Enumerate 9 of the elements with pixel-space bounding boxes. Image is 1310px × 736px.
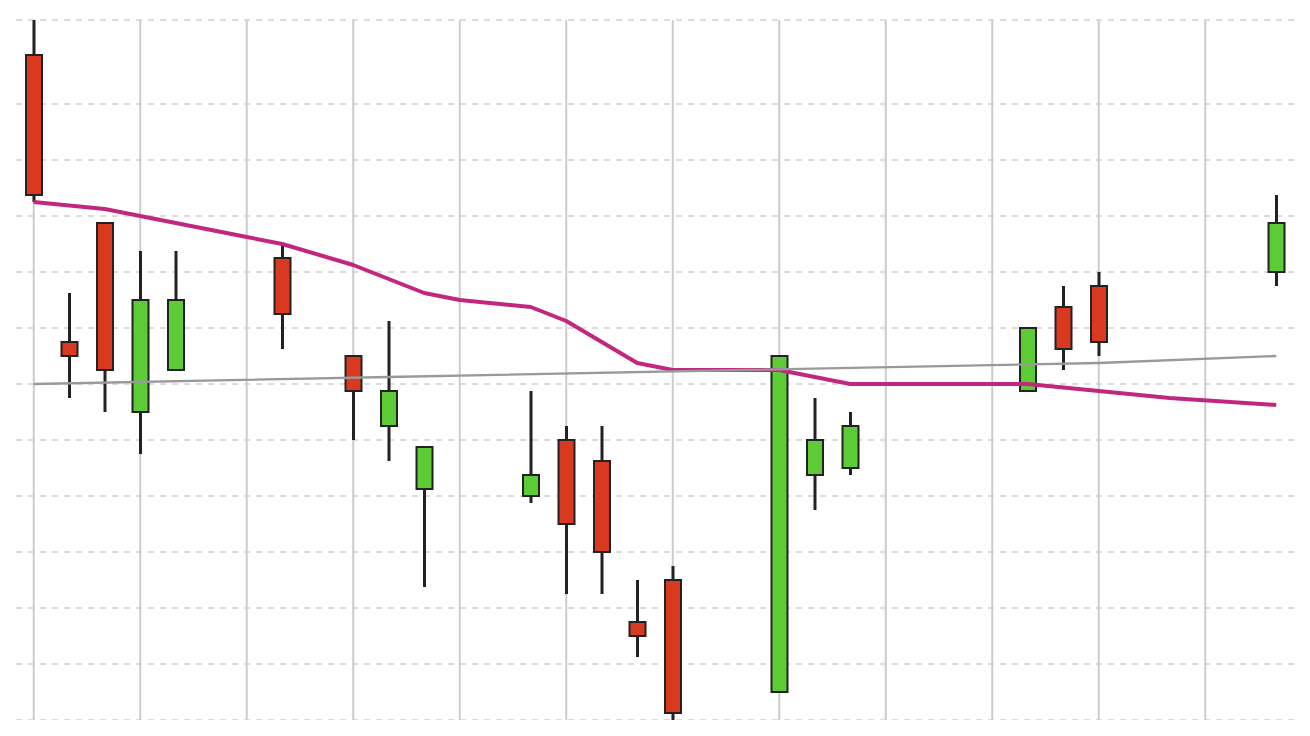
candlestick xyxy=(1054,284,1073,372)
candlestick xyxy=(344,354,363,442)
candlestick xyxy=(628,578,647,659)
candlestick xyxy=(806,396,824,512)
candlestick xyxy=(380,319,398,463)
candlestick xyxy=(415,445,434,589)
candlestick xyxy=(522,389,540,505)
candlestick xyxy=(841,410,860,477)
candlestick xyxy=(60,291,79,400)
